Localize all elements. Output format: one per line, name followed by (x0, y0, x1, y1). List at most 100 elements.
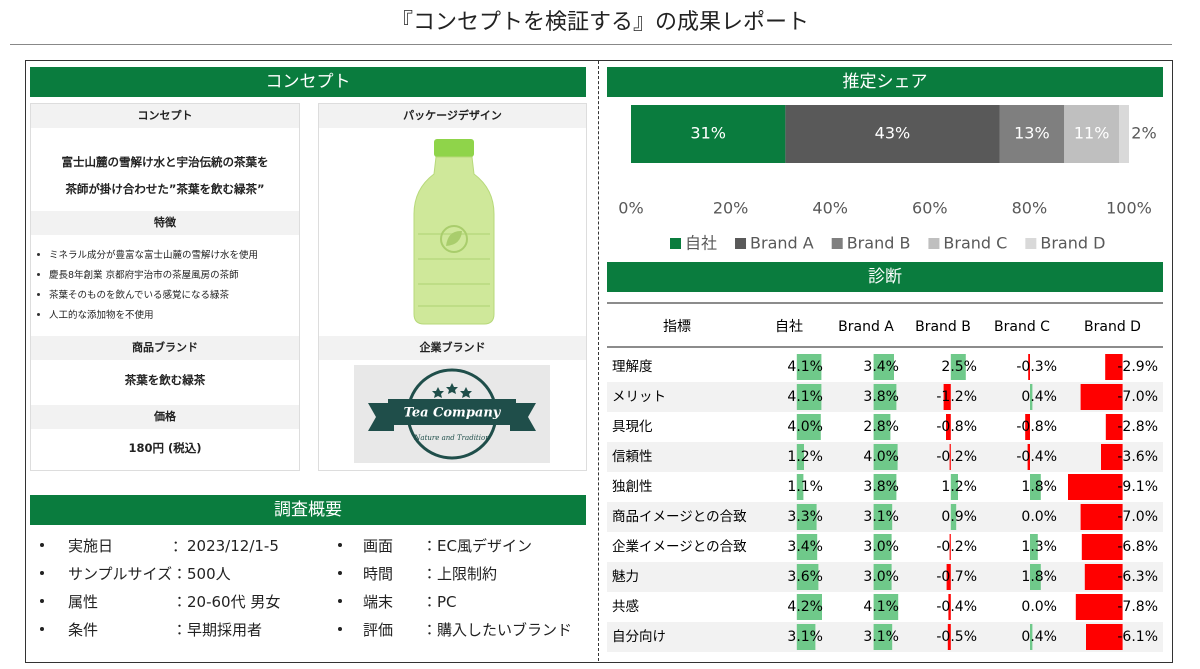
cell-value: 3.1% (863, 509, 899, 525)
card-label: パッケージデザイン (319, 104, 586, 128)
cell-value: 0.0% (1021, 509, 1057, 525)
cell-value: -0.8% (936, 419, 977, 435)
data-bar (873, 384, 897, 410)
stars (432, 383, 472, 398)
x-tick-label: 0% (618, 199, 643, 218)
data-bar (948, 594, 951, 620)
cell-value: 1.1% (787, 479, 823, 495)
frame (25, 60, 1173, 663)
logo-name: Tea Company (404, 406, 502, 421)
bullet (338, 543, 342, 547)
row-label: 自分向け (612, 629, 666, 645)
survey-label: 端末 (363, 593, 394, 611)
x-tick-label: 60% (912, 199, 948, 218)
cell-value: -0.7% (936, 569, 977, 585)
cell-value: 0.9% (941, 509, 977, 525)
cell-value: -0.4% (936, 599, 977, 615)
cell-value: 3.6% (787, 569, 823, 585)
data-bar (949, 444, 951, 470)
legend-swatch (1025, 238, 1037, 249)
design-card: パッケージデザイン 企業ブランド Tea Company Nature and … (318, 103, 587, 471)
cell-value: 3.4% (787, 539, 823, 555)
divider (598, 61, 599, 661)
survey-value: ：2023/12/1-5 (172, 537, 279, 555)
data-label: 11% (1074, 124, 1110, 143)
data-bar (1030, 564, 1041, 590)
card-label: 特徴 (31, 211, 299, 235)
leaf (446, 230, 462, 246)
survey-value: ：500人 (172, 565, 231, 583)
data-bar (873, 474, 897, 500)
legend-swatch (735, 238, 747, 249)
data-bar (796, 594, 822, 620)
data-label: 13% (1014, 124, 1050, 143)
bullet (40, 543, 44, 547)
bottle (413, 139, 495, 325)
data-bar (1105, 354, 1123, 380)
feature-item: 人工的な添加物を不使用 (37, 307, 154, 321)
bullet (40, 571, 44, 575)
data-bar (796, 384, 822, 410)
card-label: 価格 (31, 405, 299, 429)
data-bar (873, 594, 899, 620)
bar-segment (1119, 105, 1129, 163)
survey-value: ：PC (422, 593, 457, 611)
data-bar (1030, 474, 1041, 500)
row-label: 理解度 (612, 359, 653, 375)
data-bar (1084, 564, 1123, 590)
x-tick-label: 40% (812, 199, 848, 218)
row-label: 独創性 (612, 479, 653, 495)
feature-text: 茶葉そのものを飲んでいる感覚になる緑茶 (49, 290, 230, 301)
cell-value: 3.1% (787, 629, 823, 645)
cell-value: 0.0% (1021, 599, 1057, 615)
cell-value: 4.2% (787, 599, 823, 615)
data-bar (1068, 474, 1123, 500)
price: 180円 (税込) (128, 441, 202, 455)
cell-value: -6.1% (1117, 629, 1158, 645)
data-bar (950, 504, 957, 530)
cell-value: -0.3% (1016, 359, 1057, 375)
data-bar (1027, 444, 1030, 470)
data-bar (950, 354, 966, 380)
x-tick-label: 100% (1106, 199, 1152, 218)
data-bar (1105, 414, 1123, 440)
title-rule (10, 44, 1172, 45)
cell-value: 3.4% (863, 359, 899, 375)
cell-value: -0.4% (1016, 449, 1057, 465)
data-bar (946, 564, 951, 590)
bullet (338, 571, 342, 575)
data-bar (949, 534, 951, 560)
data-bar (1028, 354, 1030, 380)
bar-segment (631, 105, 786, 163)
section-heading: コンセプト (30, 67, 586, 97)
cell-value: 3.8% (863, 389, 899, 405)
bar-segment (1064, 105, 1120, 163)
card-label: 商品ブランド (31, 336, 299, 360)
data-bar (1075, 594, 1123, 620)
survey-label: サンプルサイズ (68, 565, 173, 583)
row-label: 共感 (612, 598, 640, 615)
cell-value: 0.4% (1021, 629, 1057, 645)
bullet (37, 292, 40, 296)
data-label: 2% (1131, 124, 1156, 143)
data-bar (873, 354, 894, 380)
row-label: メリット (612, 389, 666, 405)
legend-label: Brand A (750, 234, 814, 253)
section-heading: 推定シェア (607, 67, 1163, 97)
row-label: 具現化 (612, 419, 653, 435)
data-bar (796, 504, 817, 530)
survey-value: ：EC風デザイン (422, 537, 532, 555)
bullet (338, 627, 342, 631)
bullet (338, 599, 342, 603)
cell-value: -6.3% (1117, 569, 1158, 585)
cell-value: 1.8% (1021, 569, 1057, 585)
cell-value: -2.9% (1117, 359, 1158, 375)
cell-value: 4.0% (787, 419, 823, 435)
cell-value: -7.0% (1117, 389, 1158, 405)
x-tick-label: 80% (1012, 199, 1048, 218)
cell-value: 4.1% (787, 359, 823, 375)
legend-label: Brand B (847, 234, 911, 253)
cell-value: -7.0% (1117, 509, 1158, 525)
cell-value: -6.8% (1117, 539, 1158, 555)
